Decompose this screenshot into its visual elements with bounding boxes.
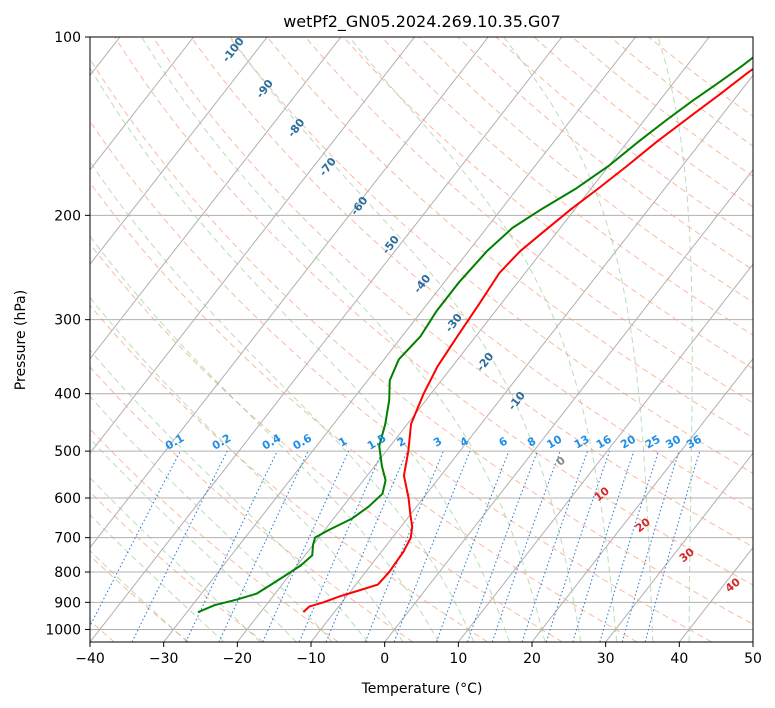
moist-adiabat-5 xyxy=(90,235,439,642)
mixing-ratio-line xyxy=(364,450,444,642)
isotherm--10 xyxy=(310,74,753,642)
mixing-ratio-line xyxy=(262,450,350,642)
isotherm--90 xyxy=(90,37,194,171)
moist-adiabat--25 xyxy=(90,514,225,642)
moist-adiabat--20 xyxy=(90,477,261,642)
dry-adiabat-80 xyxy=(190,37,753,511)
dry-adiabat--30 xyxy=(90,555,190,642)
y-tick-label: 300 xyxy=(54,313,81,329)
x-tick-label: 0 xyxy=(380,651,389,667)
isotherm-0 xyxy=(384,168,753,642)
dry-adiabat-40 xyxy=(90,120,712,642)
dry-adiabat-60 xyxy=(114,37,753,586)
moist-adiabat--15 xyxy=(90,437,297,642)
temperature-line xyxy=(302,67,753,613)
dry-adiabat-10 xyxy=(90,304,488,642)
y-axis-label: Pressure (hPa) xyxy=(13,290,29,390)
isotherm--70 xyxy=(90,37,342,360)
moist-adiabat-15 xyxy=(90,66,510,642)
isotherm-30 xyxy=(605,452,753,642)
mixing-ratio-line xyxy=(599,450,660,642)
moist-adiabat-20 xyxy=(141,37,546,642)
mixing-ratio-line xyxy=(521,450,588,642)
x-tick-label: 40 xyxy=(670,651,688,667)
moist-adiabat-30 xyxy=(348,37,618,642)
x-axis: −40 −30 −20 −10 0 10 20 30 40 50 xyxy=(75,642,762,667)
dry-adiabat--10 xyxy=(90,428,339,642)
y-tick-label: 800 xyxy=(54,565,81,581)
moist-adiabat-40 xyxy=(657,37,693,642)
isotherm--30 xyxy=(163,37,636,642)
y-tick-label: 500 xyxy=(54,444,81,460)
y-tick-label: 400 xyxy=(54,387,81,403)
isotherm--50 xyxy=(90,37,489,549)
chart-title: wetPf2_GN05.2024.269.10.35.G07 xyxy=(283,12,561,32)
background-lines xyxy=(90,37,753,642)
y-tick-label: 900 xyxy=(54,595,81,611)
dry-adiabat-0 xyxy=(90,366,414,642)
y-tick-label: 600 xyxy=(54,491,81,507)
y-tick-label: 100 xyxy=(54,30,81,46)
x-tick-label: −40 xyxy=(75,651,105,667)
mixing-ratio-line xyxy=(393,450,471,642)
x-tick-label: −10 xyxy=(296,651,326,667)
mixing-ratio-line xyxy=(644,450,701,642)
moist-adiabat-10 xyxy=(90,160,475,642)
x-tick-label: −20 xyxy=(223,651,253,667)
dry-adiabat-70 xyxy=(152,37,753,548)
dry-adiabat-50 xyxy=(90,58,753,625)
mixing-ratio-line xyxy=(572,450,635,642)
y-axis: 100 200 300 400 500 600 700 800 900 1000 xyxy=(45,30,90,638)
x-tick-label: −30 xyxy=(149,651,179,667)
mixing-ratio-line xyxy=(467,450,538,642)
dry-adiabat-20 xyxy=(90,243,563,642)
moist-adiabat-0 xyxy=(90,296,404,642)
mixing-ratio-line xyxy=(325,450,408,642)
mixing-ratio-line xyxy=(298,450,383,642)
mixing-ratio-line xyxy=(131,450,228,642)
dry-adiabat-140 xyxy=(419,37,753,303)
dry-adiabat-90 xyxy=(228,37,753,474)
plot-frame xyxy=(89,36,754,643)
isotherm--40 xyxy=(90,37,563,642)
mixing-ratio-line xyxy=(545,450,611,642)
moist-adiabat--30 xyxy=(90,549,188,642)
y-tick-label: 700 xyxy=(54,531,81,547)
dewpoint-line xyxy=(197,56,753,614)
x-tick-label: 20 xyxy=(523,651,541,667)
moist-adiabat-35 xyxy=(503,37,654,642)
y-tick-label: 1000 xyxy=(45,622,81,638)
isotherm--20 xyxy=(236,37,710,642)
dry-adiabat-30 xyxy=(90,181,638,642)
mixing-ratio-line xyxy=(435,450,510,642)
mixing-ratio-line xyxy=(491,450,561,642)
moist-adiabat-25 xyxy=(230,37,582,642)
isotherm--80 xyxy=(90,37,268,266)
x-axis-label: Temperature (°C) xyxy=(361,681,483,697)
y-tick-label: 200 xyxy=(54,208,81,224)
isotherm--60 xyxy=(90,37,415,454)
x-tick-label: 50 xyxy=(744,651,762,667)
x-tick-label: 30 xyxy=(597,651,615,667)
x-tick-label: 10 xyxy=(449,651,467,667)
isotherm-20 xyxy=(531,357,753,642)
mixing-ratio-line xyxy=(621,450,680,642)
dry-adiabat-130 xyxy=(381,37,753,336)
isotherm-10 xyxy=(457,263,753,642)
series-group xyxy=(197,56,753,614)
